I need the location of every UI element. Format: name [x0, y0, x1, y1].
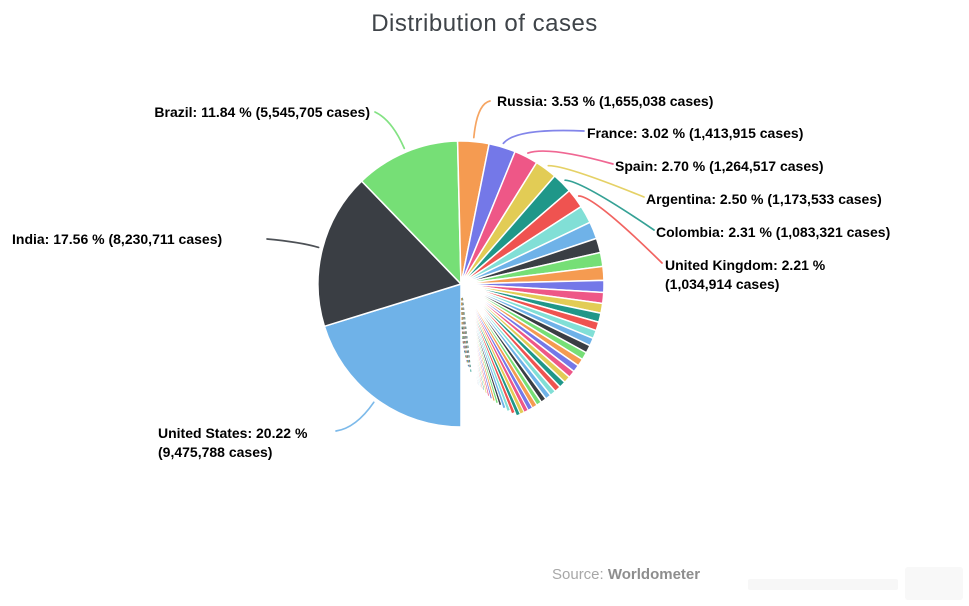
label-connector-russia	[472, 100, 491, 139]
pie-slice-united_states[interactable]	[323, 283, 462, 428]
data-label-text: United Kingdom: 2.21 %	[665, 257, 826, 273]
label-connector-uk	[577, 195, 663, 264]
data-label-colombia[interactable]: Colombia: 2.31 % (1,083,321 cases)	[656, 223, 890, 242]
data-label-text: United States: 20.22 %	[158, 425, 308, 441]
label-connector-argentina	[547, 164, 645, 198]
watermark-bar	[748, 579, 898, 590]
data-label-brazil[interactable]: Brazil: 11.84 % (5,545,705 cases)	[154, 103, 370, 122]
data-label-text: Brazil: 11.84 % (5,545,705 cases)	[154, 104, 370, 120]
pie-slice[interactable]	[460, 283, 521, 417]
pie-slice[interactable]	[460, 283, 511, 412]
label-connectors	[266, 100, 663, 432]
data-label-russia[interactable]: Russia: 3.53 % (1,655,038 cases)	[497, 92, 713, 111]
data-label-text: Spain: 2.70 % (1,264,517 cases)	[615, 158, 824, 174]
data-label-text: Russia: 3.53 % (1,655,038 cases)	[497, 93, 714, 109]
source-prefix: Source:	[552, 566, 604, 583]
watermark-logo	[905, 567, 963, 600]
data-label-india[interactable]: India: 17.56 % (8,230,711 cases)	[12, 230, 222, 249]
data-label-spain[interactable]: Spain: 2.70 % (1,264,517 cases)	[615, 157, 824, 176]
pie-slice[interactable]	[460, 283, 499, 405]
label-connector-united_states	[335, 401, 375, 432]
label-connector-france	[502, 129, 585, 145]
source-note: Source: Worldometer	[552, 566, 700, 583]
label-connector-colombia	[564, 179, 655, 231]
pie-slice[interactable]	[460, 283, 516, 415]
source-name: Worldometer	[607, 566, 701, 583]
pie-slices	[317, 140, 605, 428]
data-label-text: (1,034,914 cases)	[665, 276, 780, 292]
data-label-united-kingdom[interactable]: United Kingdom: 2.21 % (1,034,914 cases)	[665, 256, 825, 294]
label-connector-brazil	[374, 111, 406, 150]
pie-slice[interactable]	[460, 283, 473, 375]
data-label-text: France: 3.02 % (1,413,915 cases)	[587, 125, 804, 141]
data-label-united-states[interactable]: United States: 20.22 % (9,475,788 cases)	[158, 424, 307, 462]
data-label-text: Colombia: 2.31 % (1,083,321 cases)	[656, 224, 891, 240]
pie-slice[interactable]	[460, 283, 507, 410]
pie-slice[interactable]	[460, 283, 503, 407]
chart-title: Distribution of cases	[371, 10, 598, 37]
data-label-text: (9,475,788 cases)	[158, 444, 273, 460]
pie-slice[interactable]	[460, 283, 496, 402]
data-label-france[interactable]: France: 3.02 % (1,413,915 cases)	[587, 124, 803, 143]
pie-slice-india[interactable]	[317, 180, 462, 328]
data-label-text: Argentina: 2.50 % (1,173,533 cases)	[646, 191, 882, 207]
pie-slice-brazil[interactable]	[360, 140, 462, 285]
data-label-argentina[interactable]: Argentina: 2.50 % (1,173,533 cases)	[646, 190, 882, 209]
label-connector-india	[266, 238, 320, 249]
label-connector-spain	[527, 150, 614, 165]
data-label-text: India: 17.56 % (8,230,711 cases)	[12, 231, 223, 247]
